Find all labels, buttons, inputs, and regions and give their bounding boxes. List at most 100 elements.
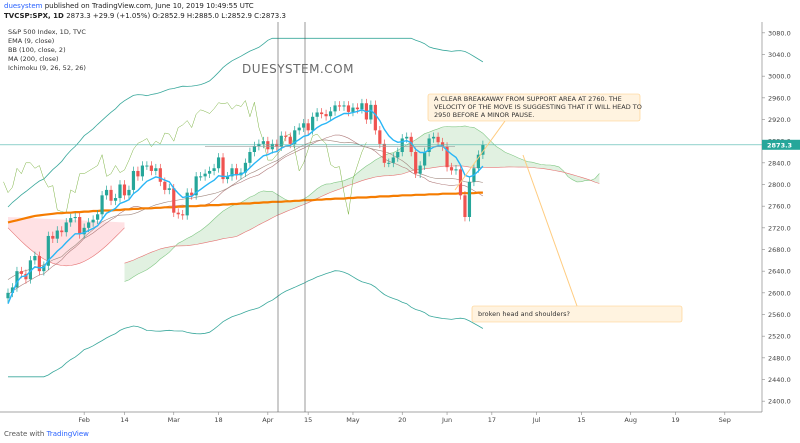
head-shoulders-note[interactable]: broken head and shoulders? <box>472 310 682 322</box>
x-tick-label: Jul <box>532 416 541 424</box>
candle-body <box>167 188 171 190</box>
candle-body <box>51 235 55 239</box>
candle-body <box>315 112 319 117</box>
legend-ichimoku[interactable]: Ichimoku (9, 26, 52, 26) <box>8 64 86 72</box>
y-tick-label: 3040.0 <box>768 51 791 59</box>
ichimoku-span-a <box>124 125 600 282</box>
x-tick-label: May <box>346 416 360 424</box>
y-tick-label: 2440.0 <box>768 376 791 384</box>
bollinger-basis <box>7 134 484 296</box>
x-tick-label: 19 <box>671 416 679 424</box>
candle-body <box>73 217 77 219</box>
candle-body <box>19 271 24 274</box>
candle-body <box>60 230 64 233</box>
candle-body <box>203 173 207 177</box>
breakaway-note[interactable]: A CLEAR BREAKAWAY FROM SUPPORT AREA AT 2… <box>428 95 646 121</box>
candle-body <box>163 181 167 190</box>
candle-body <box>252 146 256 152</box>
candle-body <box>432 136 436 139</box>
candle-body <box>243 162 248 173</box>
ichimoku-cloud-bullish <box>124 125 600 282</box>
candle-body <box>100 195 104 215</box>
candle-body <box>324 114 328 117</box>
candle-body <box>266 141 270 150</box>
footer-prefix: Create with <box>4 430 45 438</box>
y-tick-label: 2480.0 <box>768 354 791 362</box>
watermark: DUESYSTEM.COM <box>242 62 354 76</box>
candle-body <box>248 152 252 163</box>
symbol-label[interactable]: TVCSP:SPX, 1D <box>4 12 64 20</box>
candle-body <box>10 287 15 293</box>
breakaway-note-line-2: VELOCITY OF THE MOVE IS SUGGESTING THAT … <box>434 103 642 111</box>
candle-body <box>382 143 386 163</box>
candle-body <box>306 123 310 131</box>
candle-body <box>373 104 377 131</box>
candle-body <box>181 214 185 216</box>
ichimoku-span-b <box>124 165 600 264</box>
candle-body <box>140 165 144 177</box>
publisher-line: duesystem published on TradingView.com, … <box>4 2 254 10</box>
symbol-line: TVCSP:SPX, 1D 2873.3 +29.9 (+1.05%) O:28… <box>4 12 286 20</box>
ma-200-line <box>7 191 483 224</box>
candle-body <box>427 138 431 152</box>
x-tick-label: 17 <box>488 416 496 424</box>
footer: Create with TradingView <box>4 430 89 438</box>
x-tick-label: 15 <box>304 416 312 424</box>
candle-body <box>6 292 10 299</box>
y-tick-label: 2800.0 <box>768 181 791 189</box>
x-tick-label: Apr <box>262 416 274 424</box>
ichimoku-span-a-early <box>7 227 125 267</box>
x-tick-label: 20 <box>398 416 406 424</box>
candle-body <box>333 105 337 112</box>
x-tick-label: Mar <box>168 416 181 424</box>
candle-body <box>64 222 68 233</box>
candle-body <box>414 152 418 174</box>
candle-body <box>293 130 297 144</box>
ohlc-values: 2873.3 +29.9 (+1.05%) O:2852.9 H:2885.0 … <box>66 12 286 20</box>
last-price-label: 2873.3 <box>767 141 792 149</box>
candle-body <box>216 157 221 169</box>
candle-body <box>454 169 458 171</box>
tradingview-logo[interactable]: TradingView <box>46 430 89 438</box>
candle-body <box>311 116 315 131</box>
y-tick-label: 2520.0 <box>768 333 791 341</box>
x-tick-label: Aug <box>624 416 637 424</box>
legend-ma[interactable]: MA (200, close) <box>8 55 59 63</box>
publisher-name[interactable]: duesystem <box>4 2 43 10</box>
y-tick-label: 2920.0 <box>768 116 791 124</box>
candle-body <box>82 227 86 235</box>
x-tick-label: Feb <box>78 416 90 424</box>
y-tick-label: 3080.0 <box>768 29 791 37</box>
candle-body <box>436 136 440 143</box>
chart-header: duesystem published on TradingView.com, … <box>0 0 800 22</box>
bollinger-upper <box>7 37 484 208</box>
candle-body <box>91 219 95 223</box>
candle-body <box>369 104 373 120</box>
candle-body <box>208 170 212 174</box>
candle-body <box>136 170 140 177</box>
candle-body <box>154 168 158 171</box>
candle-body <box>190 192 194 196</box>
x-tick-label: 14 <box>120 416 128 424</box>
candle-body <box>449 167 454 171</box>
candle-body <box>122 184 127 196</box>
candle-body <box>230 168 234 177</box>
candle-body <box>463 195 467 217</box>
candle-body <box>360 103 364 110</box>
candle-body <box>127 189 131 196</box>
candle-body <box>418 165 422 174</box>
candle-body <box>378 130 382 144</box>
candle-body <box>337 105 342 107</box>
y-tick-label: 2960.0 <box>768 94 791 102</box>
candle-body <box>387 162 391 164</box>
plot-background <box>0 22 762 412</box>
candle-body <box>42 265 46 272</box>
candle-body <box>355 107 360 110</box>
candle-body <box>194 176 198 196</box>
legend-ema[interactable]: EMA (9, close) <box>8 37 55 45</box>
legend-bb[interactable]: BB (100, close, 2) <box>8 46 66 54</box>
candle-body <box>284 135 288 137</box>
candle-body <box>279 135 283 147</box>
head-shoulders-note-pointer <box>522 154 578 307</box>
